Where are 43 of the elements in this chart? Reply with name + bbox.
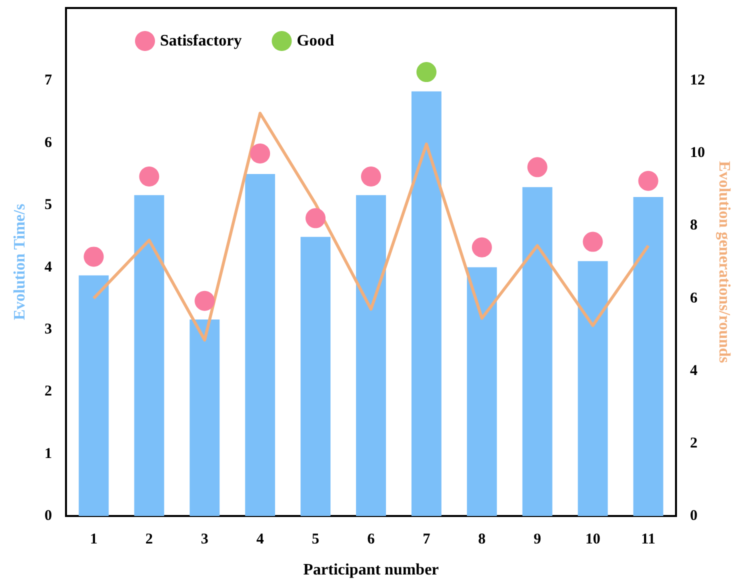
y2-tick-label: 12 [690, 72, 705, 89]
y-tick-label: 1 [44, 446, 52, 462]
y2-tick-label: 0 [690, 508, 698, 524]
y-tick-label: 2 [44, 384, 52, 400]
bar [190, 320, 220, 516]
x-tick-label: 4 [256, 532, 264, 548]
y2-tick-label: 6 [690, 290, 698, 306]
x-axis-title: Participant number [303, 562, 439, 578]
bar [356, 195, 386, 516]
x-tick-label: 10 [585, 532, 600, 548]
x-tick-label: 11 [641, 532, 656, 548]
bar [522, 187, 552, 516]
x-tick-label: 5 [312, 532, 320, 548]
x-tick-label: 1 [90, 532, 98, 548]
legend-label: Good [296, 32, 334, 50]
y2-tick-label: 10 [690, 145, 705, 162]
y2-axis-title: Evolution generations/rounds [715, 161, 732, 363]
bar [245, 174, 276, 516]
legend-label: Satisfactory [160, 32, 242, 50]
x-tick-label: 2 [145, 532, 153, 548]
x-tick-label: 8 [478, 532, 486, 548]
bar [466, 267, 497, 516]
y-tick-label: 5 [44, 197, 52, 214]
x-tick-label: 6 [367, 532, 376, 548]
y2-tick-label: 4 [690, 362, 698, 379]
y-axis-title: Evolution Time/s [12, 204, 28, 320]
y-tick-label: 3 [44, 321, 52, 338]
y-tick-label: 4 [44, 259, 52, 276]
bar [633, 197, 664, 516]
bar [411, 91, 442, 516]
bar [578, 261, 608, 516]
y2-tick-label: 8 [690, 218, 698, 234]
x-tick-label: 9 [534, 532, 542, 548]
line-series [92, 112, 650, 342]
x-tick-label: 7 [422, 532, 431, 548]
y-tick-label: 7 [44, 72, 52, 89]
bar [78, 275, 109, 516]
y-tick-label: 6 [44, 134, 52, 151]
y-tick-label: 0 [44, 508, 52, 524]
x-tick-label: 3 [200, 532, 208, 548]
bar [134, 195, 164, 516]
y2-tick-label: 2 [690, 435, 698, 452]
bar [300, 236, 331, 516]
